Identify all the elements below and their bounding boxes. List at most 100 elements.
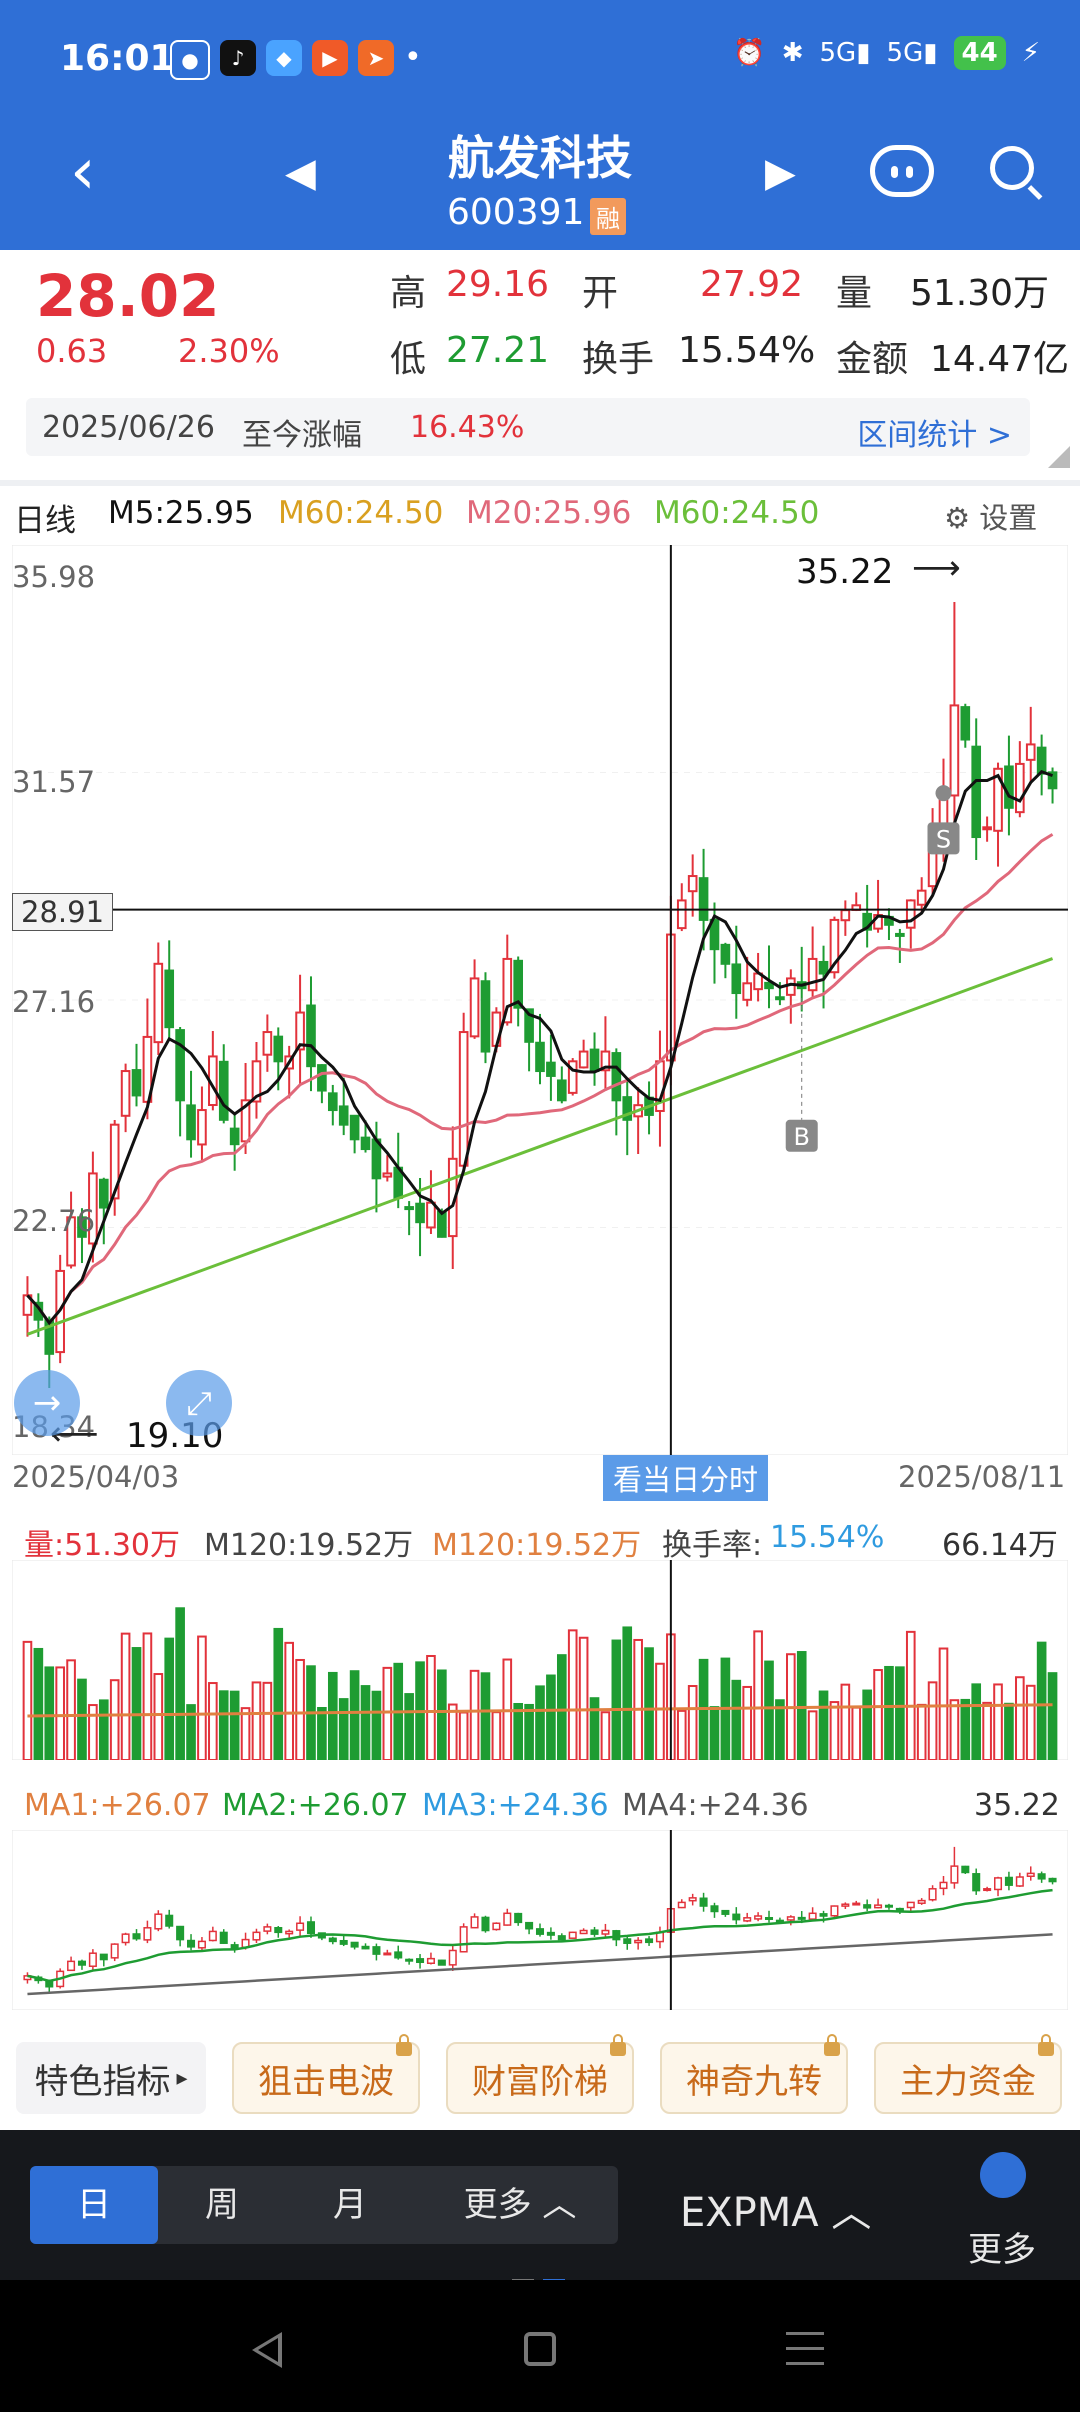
volume-bar <box>895 1666 905 1760</box>
tab-day[interactable]: 日 <box>30 2166 158 2244</box>
more-button[interactable]: 更多 <box>968 2230 1036 2270</box>
sell-marker-dot <box>935 785 952 802</box>
candle <box>807 957 818 992</box>
volume-bar <box>77 1678 87 1760</box>
indicator-nine-button[interactable]: 神奇九转 <box>660 2034 848 2114</box>
mini-candle <box>230 1944 239 1949</box>
tab-more[interactable]: 更多 ︿ <box>463 2185 577 2225</box>
mini-candle <box>350 1941 359 1948</box>
indicator-capital-button[interactable]: 主力资金 <box>874 2034 1062 2114</box>
charging-icon: ⚡ <box>1021 38 1040 68</box>
candle <box>480 980 491 1053</box>
tiktok-icon: ♪ <box>220 40 256 76</box>
volume-bar <box>982 1701 992 1760</box>
scroll-left-icon[interactable]: → <box>14 1370 80 1436</box>
volume-bar <box>840 1683 851 1760</box>
system-menu-icon[interactable] <box>786 2332 824 2366</box>
volume-bar <box>829 1701 840 1760</box>
period-tabs: 日 周 月 更多 ︿ <box>30 2166 618 2244</box>
next-stock-icon[interactable]: ▶ <box>765 150 796 196</box>
mini-candle <box>579 1929 588 1935</box>
mini-candle <box>884 1904 893 1908</box>
price-tick: 31.57 <box>12 765 96 799</box>
mini-candle <box>939 1881 948 1890</box>
tab-week[interactable]: 周 <box>205 2185 239 2225</box>
period-label: 日线 <box>14 503 76 539</box>
mini-candle <box>481 1916 490 1932</box>
price-change: 0.63 <box>36 332 108 370</box>
volume-bar <box>349 1670 360 1760</box>
candle <box>567 1060 578 1094</box>
volume-bar <box>589 1697 600 1760</box>
volume-chart[interactable] <box>12 1560 1068 1760</box>
back-icon[interactable]: ‹ <box>70 135 96 209</box>
turnover-rate-label: 换手率: <box>662 1528 763 1563</box>
price-change-pct: 2.30% <box>178 332 280 370</box>
settings-button[interactable]: ⚙ 设置 <box>944 495 1037 537</box>
volume-bar <box>458 1711 469 1760</box>
candle <box>546 1061 556 1077</box>
m120-legend-a: M120:19.52万 <box>204 1528 414 1563</box>
candle <box>175 1029 185 1102</box>
mini-candle <box>819 1913 828 1917</box>
volume-bar <box>88 1704 98 1760</box>
mini-candle <box>121 1933 130 1944</box>
wechat-icon: ● <box>170 40 210 80</box>
volume-bar <box>229 1690 240 1760</box>
price-tick: 27.16 <box>12 985 96 1019</box>
mini-candle <box>568 1931 577 1939</box>
volume-label: 量 <box>836 273 873 314</box>
prev-stock-icon[interactable]: ◀ <box>285 150 316 196</box>
ma-max: 35.22 <box>974 1788 1060 1823</box>
mini-candle <box>743 1917 752 1922</box>
m120-legend-b: M120:19.52万 <box>432 1528 642 1563</box>
tab-month[interactable]: 月 <box>333 2185 367 2225</box>
intraday-button[interactable]: 看当日分时 <box>603 1455 769 1501</box>
system-back-icon[interactable] <box>252 2332 282 2368</box>
mini-candle <box>77 1960 87 1966</box>
more-circle-icon[interactable] <box>980 2152 1026 2198</box>
mini-candle <box>961 1865 970 1874</box>
expma-selector[interactable]: EXPMA ︿ <box>680 2190 872 2236</box>
robot-icon[interactable] <box>870 145 934 197</box>
ma3-legend: MA3:+24.36 <box>422 1788 609 1823</box>
ma-chart[interactable] <box>12 1830 1068 2010</box>
mini-candle <box>557 1935 566 1941</box>
expand-icon[interactable]: ⤢ <box>166 1370 232 1436</box>
range-bar[interactable]: 2025/06/26 至今涨幅 16.43% 区间统计 > <box>26 398 1030 456</box>
mini-candle <box>525 1921 534 1930</box>
candle <box>982 826 992 831</box>
mini-candle <box>88 1952 97 1967</box>
mini-candle <box>612 1930 621 1941</box>
volume-bar <box>153 1673 164 1760</box>
candlestick-chart[interactable]: BS <box>12 545 1068 1455</box>
mini-candle <box>176 1925 185 1941</box>
volume-bar <box>360 1685 371 1760</box>
feature-indicators-button[interactable]: 特色指标 ▸ <box>16 2042 206 2114</box>
system-home-icon[interactable] <box>524 2332 556 2366</box>
mini-candle <box>764 1916 774 1920</box>
m20-legend: M20:25.96 <box>466 495 632 531</box>
mini-candle <box>1026 1872 1035 1877</box>
high-marker-label: 35.22 <box>796 552 894 592</box>
alarm-icon: ⏰ <box>733 38 766 68</box>
mini-candle <box>928 1888 937 1901</box>
mini-candle <box>1037 1873 1046 1880</box>
stock-code: 600391 <box>447 192 585 233</box>
signal-icon-2: 5G▮ <box>886 38 938 68</box>
mini-candle <box>426 1957 435 1964</box>
turnover-label: 换手 <box>582 339 655 380</box>
candle <box>109 1123 120 1200</box>
mini-candle <box>405 1958 414 1962</box>
indicator-sniper-button[interactable]: 狙击电波 <box>232 2034 420 2114</box>
search-icon[interactable] <box>990 146 1034 190</box>
mini-candle <box>187 1939 196 1948</box>
indicator-wealth-button[interactable]: 财富阶梯 <box>446 2034 634 2114</box>
mini-candle <box>416 1958 425 1964</box>
mini-candle <box>383 1952 392 1956</box>
volume-ma-line <box>27 1703 1053 1718</box>
range-stats-link[interactable]: 区间统计 > <box>857 418 1012 453</box>
candle <box>360 1136 371 1151</box>
candle <box>916 889 927 906</box>
end-date: 2025/08/11 <box>898 1460 1066 1494</box>
